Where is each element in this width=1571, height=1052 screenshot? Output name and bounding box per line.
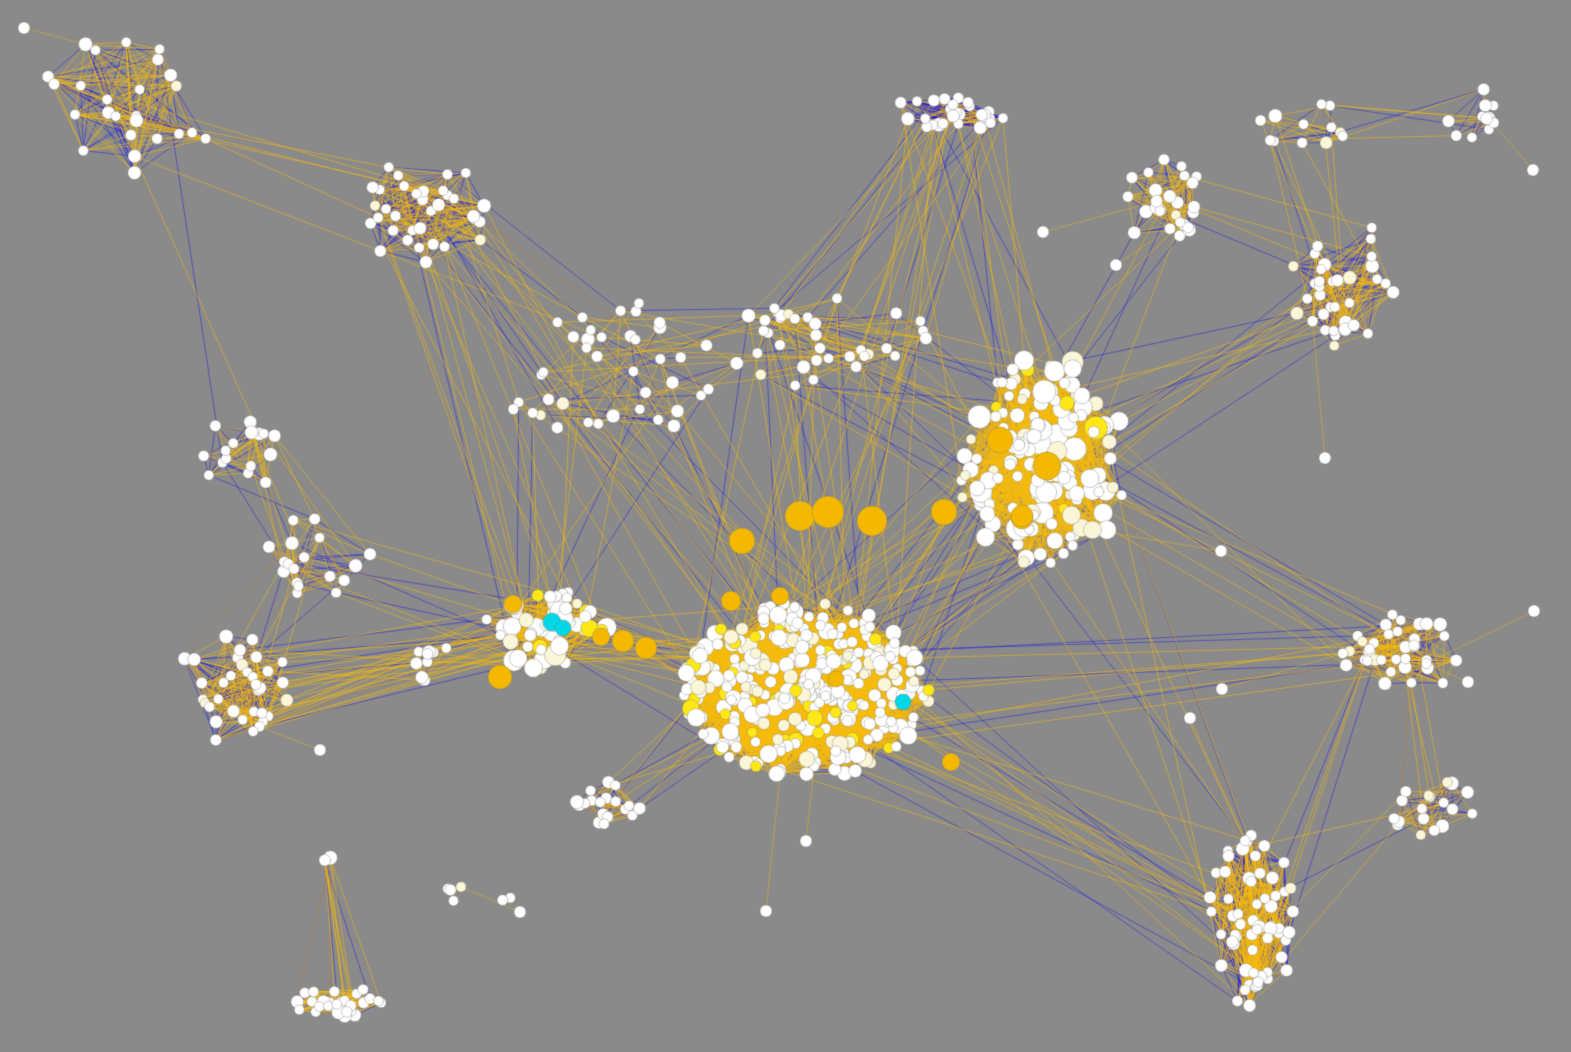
network-graph-canvas[interactable] [0, 0, 1571, 1052]
network-graph-visualization[interactable] [0, 0, 1571, 1052]
